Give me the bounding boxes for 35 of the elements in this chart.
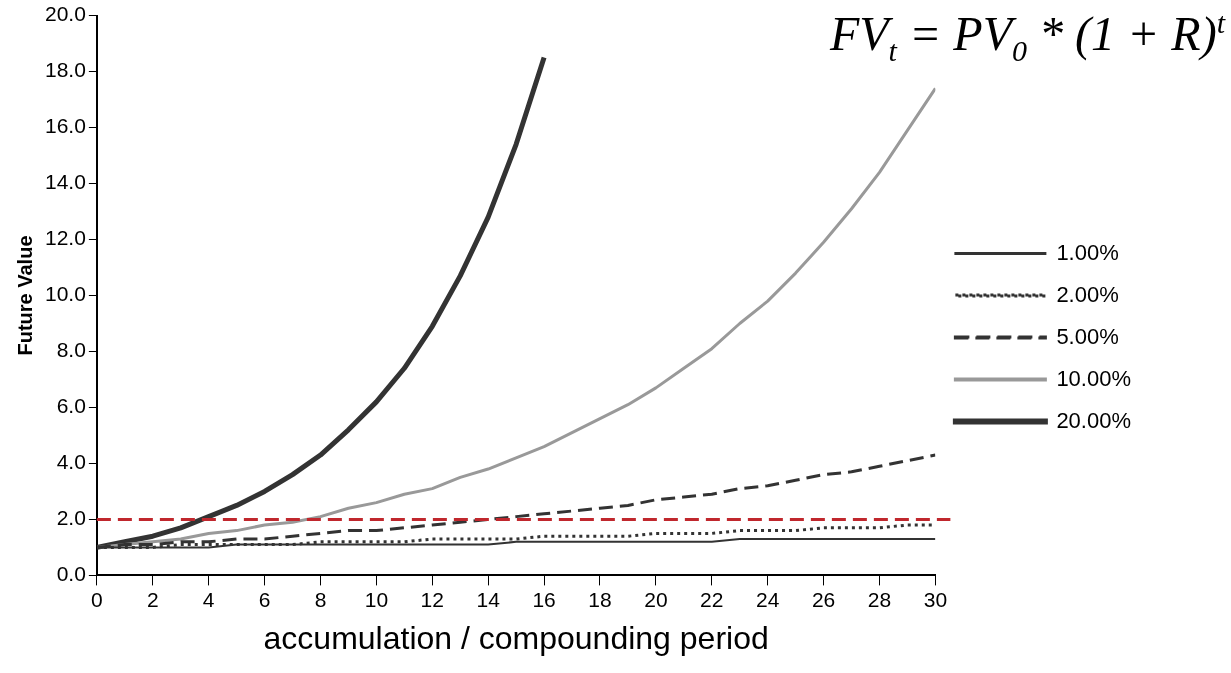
x-tick-label: 12 [420,587,444,611]
x-tick-label: 16 [532,587,556,611]
x-tick-label: 24 [756,587,780,611]
x-tick-label: 28 [867,587,892,611]
legend-label: 2.00% [1056,281,1119,307]
x-tick-label: 20 [644,587,668,611]
y-axis-title: Future Value [13,235,36,356]
y-tick-label: 0.0 [56,562,86,586]
x-tick-label: 10 [364,587,389,611]
x-tick-label: 6 [258,587,271,611]
x-tick-label: 14 [476,587,501,611]
y-tick-label: 8.0 [56,338,86,362]
x-tick-label: 30 [923,587,948,611]
legend-label: 10.00% [1056,365,1132,391]
y-tick-label: 16.0 [45,114,86,138]
y-tick-label: 20.0 [45,2,86,26]
y-tick-label: 12.0 [45,226,86,250]
x-tick-label: 4 [202,587,215,611]
y-tick-label: 6.0 [56,394,86,418]
legend-label: 5.00% [1056,323,1119,349]
x-tick-label: 8 [314,587,327,611]
annotation: FV$_{t}$ = PV$_{0}$ * (1 + R)$^{t}$ [829,6,1225,68]
x-tick-label: 0 [91,587,103,611]
x-tick-label: 2 [146,587,159,611]
x-tick-label: 22 [700,587,724,611]
y-tick-label: 2.0 [56,506,86,530]
y-tick-label: 10.0 [45,282,86,306]
y-tick-label: 14.0 [45,170,86,194]
legend-label: 1.00% [1056,239,1119,265]
y-tick-label: 18.0 [45,58,86,82]
x-tick-label: 18 [588,587,612,611]
x-tick-label: 26 [811,587,836,611]
y-tick-label: 4.0 [56,450,86,474]
x-axis-title: accumulation / compounding period [263,619,769,656]
legend-label: 20.00% [1056,407,1132,433]
